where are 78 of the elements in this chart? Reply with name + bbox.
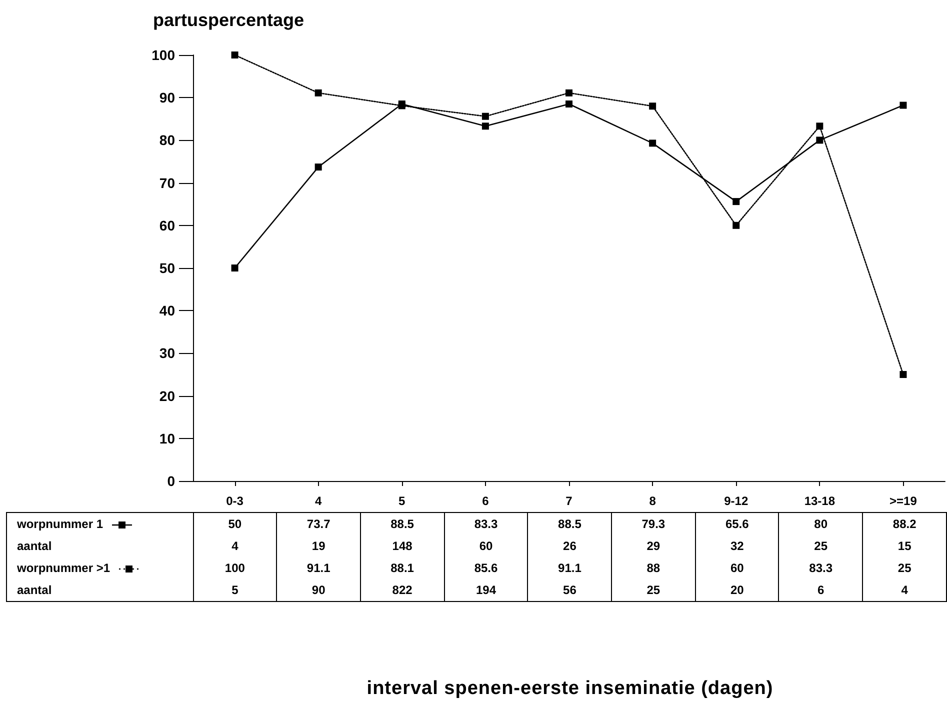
- y-tick-label: 60: [159, 217, 176, 234]
- point: [231, 264, 238, 272]
- data-label: 83.3: [444, 512, 528, 535]
- text: aantal: [16, 538, 53, 555]
- point: [482, 122, 489, 130]
- y-tick-label: 10: [159, 430, 176, 446]
- text: 5: [193, 579, 277, 602]
- chart-title: partuspercentage: [153, 10, 304, 30]
- y-tick-label: 40: [159, 302, 176, 319]
- data-label: 88: [612, 557, 696, 579]
- data-label: 73.7: [276, 512, 360, 535]
- point: [314, 89, 322, 96]
- data-label: 50: [193, 512, 277, 535]
- data-label: 79.3: [612, 512, 696, 535]
- text: 60: [444, 535, 528, 557]
- point: [816, 136, 824, 144]
- data-label: 83.3: [778, 557, 863, 579]
- point: [314, 164, 322, 171]
- data-label: 85.6: [444, 557, 528, 579]
- point: [231, 52, 238, 58]
- data-label: 65.6: [695, 512, 779, 535]
- text: 822: [360, 579, 444, 602]
- text: 20: [695, 579, 779, 602]
- x-tick-label: 8: [649, 494, 656, 508]
- x-tick-label: 7: [566, 494, 573, 508]
- y-tick-label: 80: [159, 132, 176, 148]
- y-tick-label: 70: [159, 174, 176, 191]
- text: 29: [612, 535, 696, 557]
- text: aantal: [16, 582, 53, 599]
- y-tick-label: 90: [159, 90, 176, 106]
- y-tick-label: 30: [159, 345, 176, 362]
- data-label: 100: [193, 557, 277, 579]
- point: [732, 222, 740, 229]
- x-tick-label: 9-12: [724, 494, 748, 508]
- data-label: 88.1: [360, 557, 444, 579]
- data-label: 80: [778, 512, 863, 535]
- text: 25: [612, 579, 696, 602]
- y-tick-label: 0: [167, 473, 176, 489]
- data-label: 91.1: [528, 557, 612, 579]
- data-label: 88.5: [360, 512, 444, 535]
- y-tick-label: 20: [159, 388, 176, 404]
- text: 56: [528, 579, 612, 602]
- text: 32: [695, 535, 779, 557]
- point: [732, 198, 740, 206]
- data-label: 25: [862, 557, 946, 579]
- text: 19: [276, 535, 360, 557]
- text: 26: [528, 535, 612, 557]
- x-tick-label: >=19: [890, 494, 918, 508]
- x-tick-label: 4: [314, 494, 322, 508]
- text: interval spenen-eerste inseminatie (dagen): [366, 678, 774, 700]
- data-label: 60: [695, 557, 779, 579]
- x-tick-label: 13-18: [804, 494, 836, 508]
- point: [482, 112, 489, 120]
- text: 148: [360, 535, 444, 557]
- legend-label: worpnummer >1: [17, 561, 110, 575]
- point: [900, 371, 907, 378]
- text: 194: [444, 579, 528, 602]
- point: [649, 140, 656, 147]
- text: 25: [778, 535, 863, 557]
- y-tick-label: 100: [152, 47, 176, 63]
- point: [566, 89, 572, 96]
- data-label: 88.2: [862, 512, 946, 535]
- x-tick-label: 5: [398, 494, 406, 508]
- point: [900, 102, 907, 109]
- x-tick-label: 0-3: [226, 494, 244, 508]
- point: [649, 102, 656, 110]
- data-label: 91.1: [276, 557, 360, 579]
- data-label: 88.5: [528, 512, 612, 535]
- point: [816, 122, 824, 130]
- text: 4: [193, 535, 277, 557]
- y-tick-label: 50: [159, 260, 176, 276]
- x-tick-label: 6: [482, 494, 490, 508]
- legend-label: worpnummer 1: [17, 517, 104, 531]
- text: 6: [778, 579, 863, 602]
- text: 90: [276, 579, 360, 602]
- point: [566, 100, 572, 108]
- text: 4: [862, 579, 946, 602]
- text: 15: [862, 535, 946, 557]
